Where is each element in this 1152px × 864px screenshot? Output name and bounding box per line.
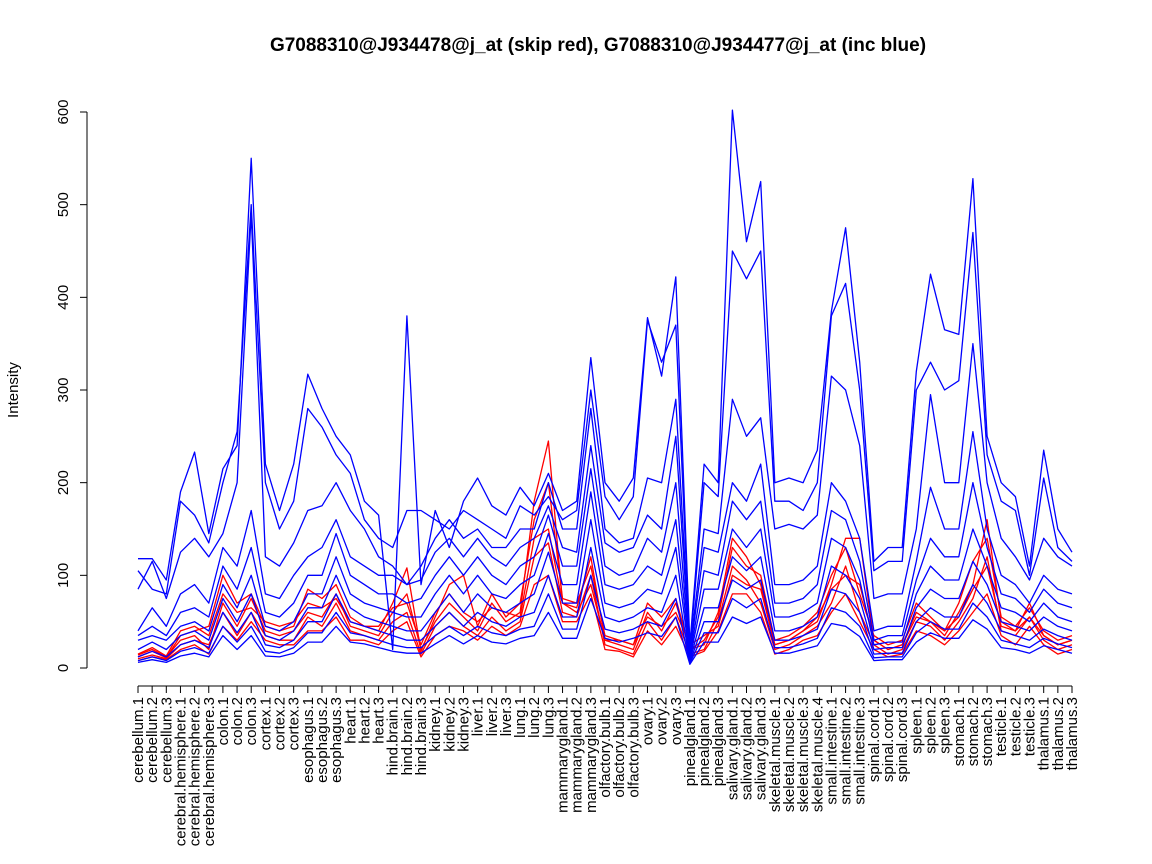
y-tick-label: 400	[55, 285, 72, 310]
series-line-blue-5	[137, 468, 1073, 658]
x-tick-label: spinal.cord.1	[866, 697, 883, 782]
x-tick-label: hind.brain.3	[413, 697, 430, 775]
x-tick-label: cerebral.hemisphere.3	[201, 697, 218, 846]
x-tick-label: ovary.3	[668, 697, 685, 745]
x-tick-label: spinal.cord.2	[880, 697, 897, 782]
x-tick-label: salivary.gland.1	[724, 697, 741, 800]
x-tick-label: thalamus.1	[1036, 697, 1053, 770]
y-tick-label: 600	[55, 99, 72, 124]
x-tick-label: small.intestine.2	[838, 697, 855, 805]
series-line-blue-8	[137, 546, 1073, 664]
x-tick-label: hind.brain.2	[399, 697, 416, 775]
x-tick-label: olfactory.bulb.2	[611, 697, 628, 798]
x-tick-label: mammarygland.1	[555, 697, 572, 813]
x-tick-label: colon.2	[229, 697, 246, 745]
chart-title: G7088310@J934478@j_at (skip red), G70883…	[270, 35, 926, 56]
x-tick-label: thalamus.3	[1064, 697, 1081, 770]
x-tick-label: cerebellum.3	[158, 697, 175, 783]
x-tick-label: mammarygland.3	[583, 697, 600, 813]
x-tick-label: lung.1	[512, 697, 529, 738]
x-tick-label: cerebral.hemisphere.1	[172, 697, 189, 846]
x-tick-label: ovary.2	[654, 697, 671, 745]
series-line-red-1	[137, 440, 1073, 658]
x-axis: cerebellum.1cerebellum.2cerebellum.3cere…	[130, 685, 1081, 846]
x-tick-label: esophagus.1	[300, 697, 317, 783]
x-tick-label: spleen.2	[922, 697, 939, 754]
x-tick-label: cerebral.hemisphere.2	[187, 697, 204, 846]
x-tick-label: testicle.3	[1022, 697, 1039, 756]
series-line-blue-10	[137, 597, 1073, 665]
series-line-blue-9	[137, 574, 1073, 665]
x-tick-label: stomach.1	[951, 697, 968, 766]
x-tick-label: kidney.2	[441, 697, 458, 752]
series-line-red-3	[137, 482, 1073, 659]
series-line-blue-4	[137, 431, 1073, 655]
x-tick-label: heart.1	[342, 697, 359, 744]
x-tick-label: kidney.3	[455, 697, 472, 752]
x-tick-label: testicle.2	[1007, 697, 1024, 756]
x-tick-label: pinealgland.1	[682, 697, 699, 786]
x-tick-label: spinal.cord.3	[894, 697, 911, 782]
series-line-blue-7	[137, 519, 1073, 662]
x-tick-label: pinealgland.3	[710, 697, 727, 786]
x-tick-label: lung.2	[526, 697, 543, 738]
series-line-blue-1	[138, 109, 1073, 651]
y-tick-label: 200	[55, 470, 72, 495]
x-tick-label: heart.3	[371, 697, 388, 744]
x-tick-label: liver.2	[484, 697, 501, 736]
series-line-blue-2	[137, 204, 1073, 651]
y-axis: 0 100 200 300 400 500 600	[55, 99, 88, 672]
x-tick-label: mammarygland.2	[569, 697, 586, 813]
series-line-blue-6	[137, 491, 1073, 660]
x-tick-label: stomach.3	[979, 697, 996, 766]
x-tick-label: spleen.3	[937, 697, 954, 754]
series-line-red-4	[137, 574, 1073, 662]
x-tick-label: small.intestine.1	[823, 697, 840, 805]
x-tick-label: skeletal.muscle.2	[781, 697, 798, 812]
x-tick-label: stomach.2	[965, 697, 982, 766]
x-tick-label: cortex.3	[286, 697, 303, 750]
x-tick-label: cerebellum.2	[144, 697, 161, 783]
x-tick-label: skeletal.muscle.3	[795, 697, 812, 812]
y-tick-label: 0	[55, 664, 72, 672]
x-tick-label: lung.3	[540, 697, 557, 738]
x-tick-label: skeletal.muscle.4	[809, 697, 826, 812]
x-tick-label: cortex.1	[257, 697, 274, 750]
x-tick-label: salivary.gland.2	[739, 697, 756, 800]
x-tick-label: olfactory.bulb.3	[625, 697, 642, 798]
x-tick-label: cerebellum.1	[130, 697, 147, 783]
x-tick-label: small.intestine.3	[852, 697, 869, 805]
plot-lines	[137, 109, 1073, 665]
x-tick-label: spleen.1	[908, 697, 925, 754]
y-axis-label: Intensity	[5, 362, 22, 418]
y-tick-label: 100	[55, 563, 72, 588]
x-tick-label: colon.3	[243, 697, 260, 745]
x-tick-label: esophagus.2	[314, 697, 331, 783]
x-tick-label: liver.3	[498, 697, 515, 736]
series-line-blue-3	[137, 213, 1073, 652]
x-tick-label: esophagus.3	[328, 697, 345, 783]
x-tick-label: kidney.1	[427, 697, 444, 752]
x-tick-label: liver.1	[470, 697, 487, 736]
x-tick-label: salivary.gland.3	[753, 697, 770, 800]
x-tick-label: pinealgland.2	[696, 697, 713, 786]
x-tick-label: ovary.1	[639, 697, 656, 745]
x-tick-label: cortex.2	[272, 697, 289, 750]
x-tick-label: hind.brain.1	[385, 697, 402, 775]
x-tick-label: colon.1	[215, 697, 232, 745]
y-tick-label: 500	[55, 192, 72, 217]
x-tick-label: testicle.1	[993, 697, 1010, 756]
x-tick-label: heart.2	[356, 697, 373, 744]
x-tick-label: olfactory.bulb.1	[597, 697, 614, 798]
x-tick-label: thalamus.2	[1050, 697, 1067, 770]
y-tick-label: 300	[55, 377, 72, 402]
x-tick-label: skeletal.muscle.1	[767, 697, 784, 812]
